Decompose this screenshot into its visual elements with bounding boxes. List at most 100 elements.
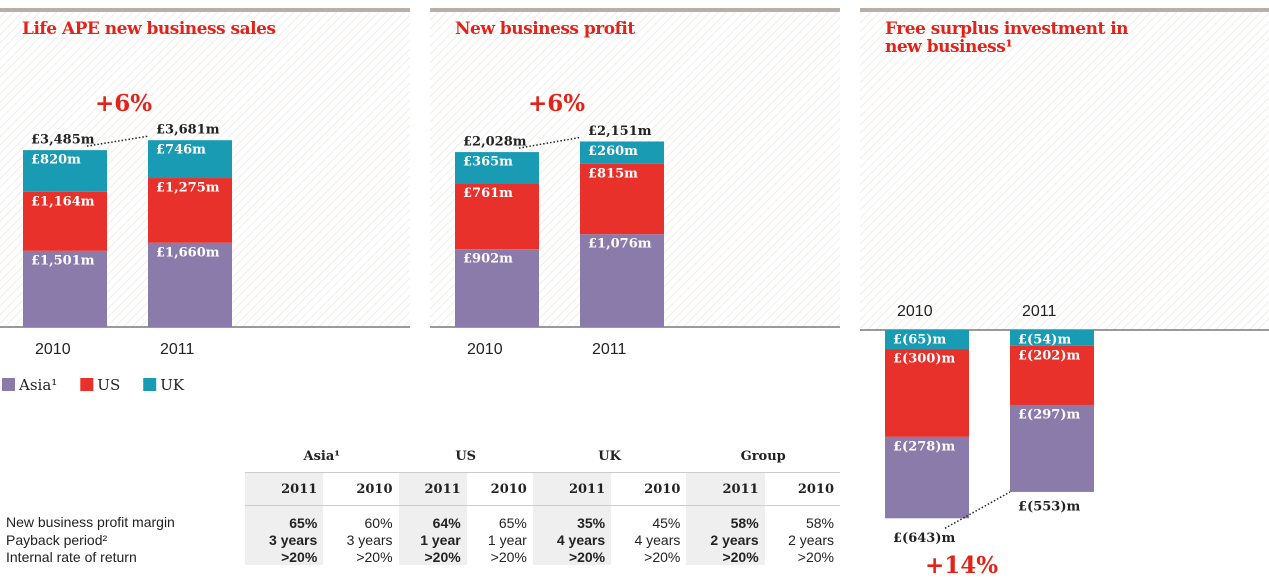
bar-segment — [1010, 330, 1094, 346]
x-tick-label: 2010 — [35, 341, 71, 358]
row-label: Internal rate of return — [6, 548, 137, 565]
total-label: £2,028m — [463, 135, 527, 150]
annotation: +6% — [95, 90, 152, 117]
data-row: New business profit margin 65% 60% 64% 65% 35… — [0, 505, 840, 531]
panel-bg — [860, 12, 1269, 330]
x-tick-label: 2010 — [467, 341, 503, 358]
segment-label: £365m — [463, 155, 513, 170]
segment-label: £902m — [463, 252, 513, 267]
segment-label: £(297)m — [1018, 407, 1080, 422]
cell: 35% — [532, 505, 612, 531]
annotation: +14% — [925, 552, 998, 579]
total-label: £3,681m — [156, 123, 220, 138]
segment-label: £1,660m — [156, 245, 220, 260]
bar-segment — [580, 141, 664, 164]
cell: >20% — [245, 548, 324, 565]
row-label: New business profit margin — [6, 514, 175, 531]
x-tick-label: 2011 — [592, 341, 627, 358]
cell: >20% — [797, 548, 834, 565]
segment-label: £820m — [31, 153, 81, 168]
cell: 3 years — [346, 531, 393, 548]
legend-swatch — [80, 378, 94, 391]
year-header: 2011 — [686, 472, 765, 506]
total-label: £(643)m — [893, 531, 955, 546]
x-tick-label: 2011 — [160, 341, 195, 358]
segment-label: £746m — [156, 143, 206, 158]
bar-segment — [1010, 345, 1094, 405]
cell: >20% — [490, 548, 527, 565]
cell: 4 years — [634, 531, 681, 548]
year-header: 2010 — [764, 472, 840, 506]
bar-segment — [148, 242, 232, 327]
annotation: +6% — [528, 90, 585, 117]
cell: 4 years — [532, 531, 612, 548]
group-header: Asia¹ — [245, 440, 399, 473]
group-header: US — [398, 440, 533, 473]
total-label: £2,151m — [588, 124, 652, 139]
group-header: UK — [532, 440, 687, 473]
x-tick-label: 2011 — [1022, 303, 1057, 320]
bar-segment — [455, 249, 539, 327]
cell: >20% — [398, 548, 467, 565]
cell: 1 year — [398, 531, 467, 548]
bar-segment — [23, 150, 107, 192]
bar-segment — [148, 140, 232, 179]
segment-label: £761m — [463, 186, 513, 201]
cell: 65% — [245, 505, 324, 531]
legend-swatch — [143, 378, 157, 391]
cell: 45% — [652, 514, 681, 531]
chart-title: Life APE new business sales — [22, 19, 276, 39]
year-header: 2010 — [466, 472, 533, 506]
year-header: 2010 — [323, 472, 399, 506]
bar-segment — [580, 163, 664, 235]
cell: >20% — [532, 548, 612, 565]
total-label: £3,485m — [31, 133, 95, 148]
segment-label: £(300)m — [893, 352, 955, 367]
segment-label: £(65)m — [893, 333, 946, 348]
cell: 58% — [805, 514, 834, 531]
cell: 3 years — [245, 531, 324, 548]
bar-segment — [885, 436, 969, 519]
panel-rule — [0, 8, 410, 12]
segment-label: £260m — [588, 144, 638, 159]
total-label: £(553)m — [1018, 499, 1080, 514]
cell: 60% — [364, 514, 393, 531]
bar-segment — [23, 191, 107, 251]
bar-segment — [885, 349, 969, 437]
year-header: 2010 — [611, 472, 687, 506]
legend-label: US — [97, 376, 120, 394]
x-tick-label: 2010 — [897, 303, 933, 320]
cell: 2 years — [686, 531, 765, 548]
segment-label: £(202)m — [1018, 348, 1080, 363]
segment-label: £(54)m — [1018, 333, 1071, 348]
cell: 2 years — [788, 531, 834, 548]
panel-rule — [860, 8, 1269, 12]
bar-segment — [148, 178, 232, 243]
bar-segment — [885, 330, 969, 350]
cell: 64% — [398, 505, 467, 531]
blank — [0, 440, 245, 473]
panel-rule — [430, 8, 840, 12]
year-row: 2011 2010 2011 2010 2011 2010 2011 2010 — [0, 472, 840, 506]
cell: 1 year — [487, 531, 527, 548]
legend-label: Asia¹ — [18, 376, 57, 394]
kpi-table: Asia¹ US UK Group 2011 2010 2011 2010 2011 2010 20… — [0, 440, 840, 565]
group-row: Asia¹ US UK Group — [0, 440, 840, 473]
legend-label: UK — [160, 376, 185, 394]
cell: >20% — [356, 548, 393, 565]
cell: 65% — [498, 514, 527, 531]
segment-label: £1,164m — [31, 194, 95, 209]
blank — [0, 473, 245, 506]
cell: >20% — [644, 548, 681, 565]
cell: >20% — [686, 548, 765, 565]
year-header: 2011 — [245, 472, 324, 506]
bar-segment — [455, 152, 539, 184]
bar-segment — [23, 250, 107, 327]
chart-title: New business profit — [455, 19, 635, 39]
segment-label: £(278)m — [893, 439, 955, 454]
legend-swatch — [2, 378, 15, 391]
bar-segment — [1010, 404, 1094, 492]
chart-title: Free surplus investment in new business¹ — [885, 19, 1129, 57]
